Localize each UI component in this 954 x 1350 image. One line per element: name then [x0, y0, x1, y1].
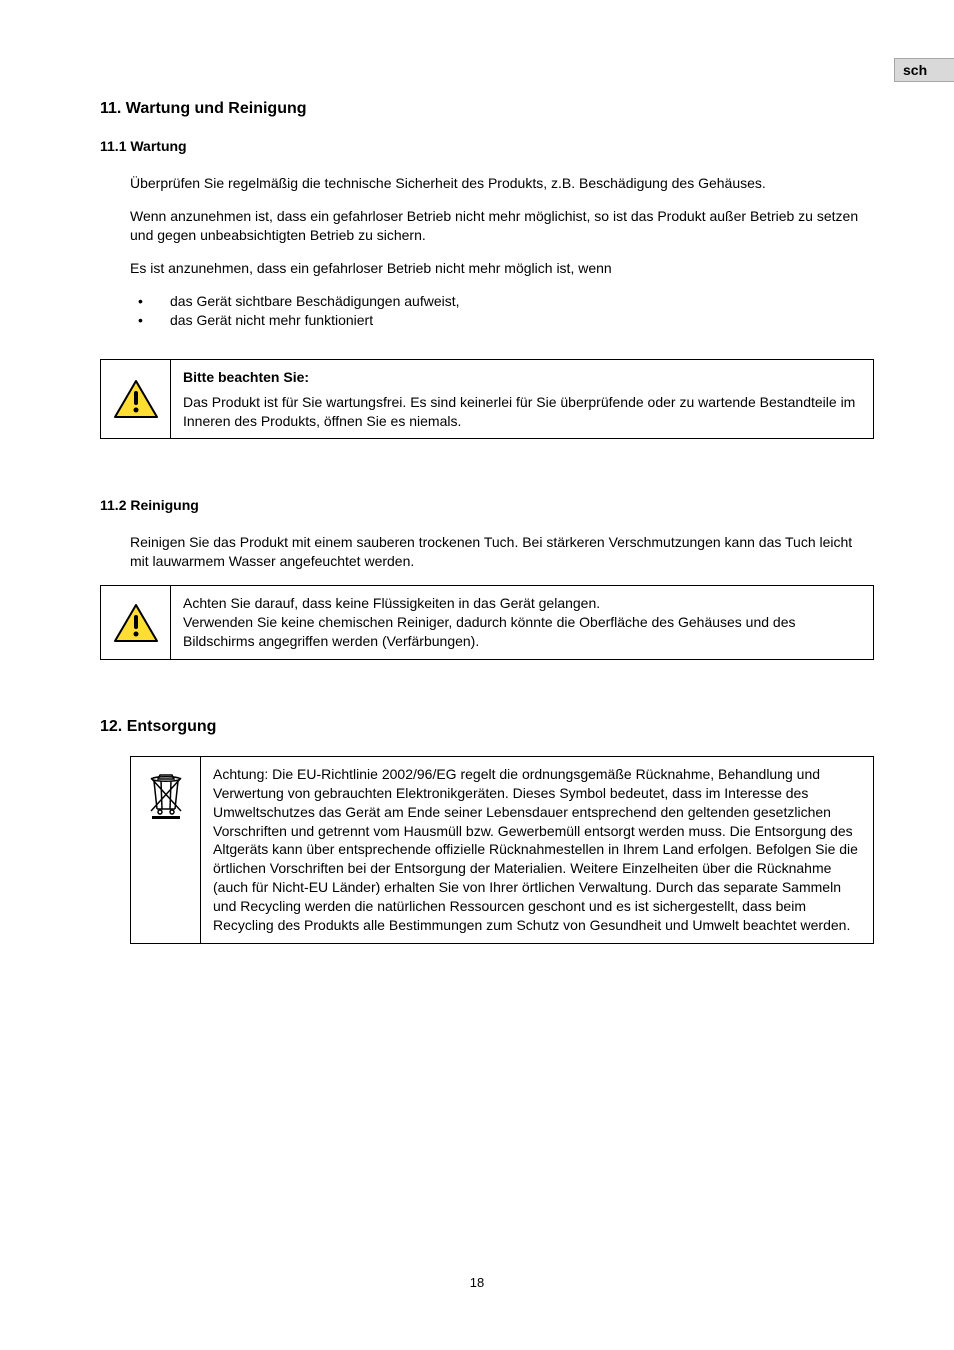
- s11-1-p2: Wenn anzunehmen ist, dass ein gefahrlose…: [130, 207, 874, 245]
- warning-triangle-icon: [113, 379, 159, 419]
- s11-1-bullet-1: das Gerät sichtbare Beschädigungen aufwe…: [130, 292, 874, 312]
- s12-box-text-cell: Achtung: Die EU-Richtlinie 2002/96/EG re…: [201, 757, 873, 943]
- s11-1-box-text-cell: Bitte beachten Sie: Das Produkt ist für …: [171, 360, 873, 439]
- s11-2-box-text-cell: Achten Sie darauf, dass keine Flüssigkei…: [171, 586, 873, 659]
- header-tab: sch: [894, 58, 954, 82]
- s11-1-bullet-2: das Gerät nicht mehr funktioniert: [130, 311, 874, 331]
- weee-icon-cell: [131, 757, 201, 943]
- s11-1-bullets: das Gerät sichtbare Beschädigungen aufwe…: [130, 292, 874, 331]
- warning-icon-cell: [101, 360, 171, 439]
- s11-2-p1: Reinigen Sie das Produkt mit einem saube…: [130, 533, 874, 571]
- s11-1-box-text: Das Produkt ist für Sie wartungsfrei. Es…: [183, 393, 861, 431]
- page-content: 11. Wartung und Reinigung 11.1 Wartung Ü…: [0, 0, 954, 944]
- weee-bin-icon: [142, 769, 190, 821]
- s11-2-box-text: Achten Sie darauf, dass keine Flüssigkei…: [183, 594, 861, 651]
- warning-triangle-icon: [113, 603, 159, 643]
- s11-2-warning-box: Achten Sie darauf, dass keine Flüssigkei…: [100, 585, 874, 660]
- section-11-1-title: 11.1 Wartung: [100, 138, 874, 154]
- s12-box-text: Achtung: Die EU-Richtlinie 2002/96/EG re…: [213, 765, 861, 935]
- header-tab-text: sch: [903, 62, 927, 78]
- s11-1-warning-box: Bitte beachten Sie: Das Produkt ist für …: [100, 359, 874, 440]
- section-12-title: 12. Entsorgung: [100, 718, 874, 736]
- s12-weee-box: Achtung: Die EU-Richtlinie 2002/96/EG re…: [130, 756, 874, 944]
- page-number: 18: [0, 1275, 954, 1290]
- s11-1-box-title: Bitte beachten Sie:: [183, 368, 861, 387]
- section-11-title: 11. Wartung und Reinigung: [100, 100, 874, 118]
- warning-icon-cell-2: [101, 586, 171, 659]
- s11-1-p1: Überprüfen Sie regelmäßig die technische…: [130, 174, 874, 193]
- section-11-2-title: 11.2 Reinigung: [100, 497, 874, 513]
- s11-1-p3: Es ist anzunehmen, dass ein gefahrloser …: [130, 259, 874, 278]
